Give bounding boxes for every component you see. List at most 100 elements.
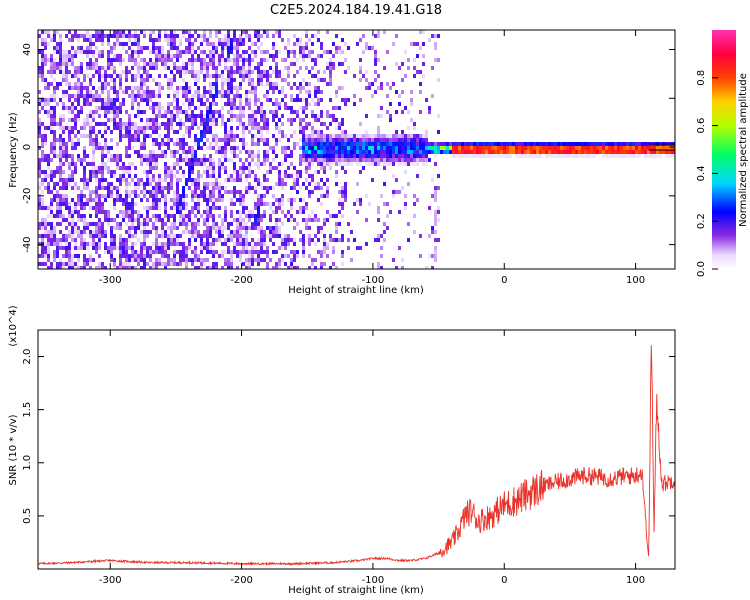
heatmap-cell xyxy=(257,194,260,198)
heatmap-cell xyxy=(158,102,161,106)
heatmap-cell xyxy=(179,198,182,202)
heatmap-cell xyxy=(317,158,320,162)
heatmap-cell xyxy=(230,174,233,178)
heatmap-cell xyxy=(158,206,161,210)
heatmap-cell xyxy=(257,62,260,66)
heatmap-cell xyxy=(239,218,242,222)
heatmap-cell xyxy=(425,266,428,269)
heatmap-cell xyxy=(158,54,161,58)
heatmap-cell xyxy=(473,146,476,150)
heatmap-cell xyxy=(56,214,59,218)
heatmap-cell xyxy=(197,218,200,222)
heatmap-cell xyxy=(86,30,89,34)
heatmap-cell xyxy=(143,230,146,234)
heatmap-cell xyxy=(305,46,308,50)
heatmap-cell xyxy=(221,254,224,258)
heatmap-cell xyxy=(371,46,374,50)
heatmap-cell xyxy=(230,74,233,78)
heatmap-cell xyxy=(176,122,179,126)
heatmap-cell xyxy=(173,150,176,154)
heatmap-cell xyxy=(137,110,140,114)
heatmap-cell xyxy=(68,134,71,138)
heatmap-cell xyxy=(269,166,272,170)
heatmap-cell xyxy=(257,202,260,206)
heatmap-cell xyxy=(287,174,290,178)
heatmap-cell xyxy=(86,62,89,66)
heatmap-cell xyxy=(164,186,167,190)
heatmap-cell xyxy=(311,190,314,194)
heatmap-cell xyxy=(206,66,209,70)
heatmap-cell xyxy=(62,70,65,74)
heatmap-cell xyxy=(143,246,146,250)
heatmap-cell xyxy=(248,130,251,134)
heatmap-cell xyxy=(179,74,182,78)
heatmap-cell xyxy=(290,98,293,102)
heatmap-cell xyxy=(275,138,278,142)
heatmap-cell xyxy=(74,54,77,58)
heatmap-cell xyxy=(437,186,440,190)
heatmap-cell xyxy=(137,150,140,154)
heatmap-cell xyxy=(92,230,95,234)
heatmap-cell xyxy=(401,162,404,166)
heatmap-cell xyxy=(272,210,275,214)
heatmap-cell xyxy=(170,58,173,62)
heatmap-cell xyxy=(302,98,305,102)
heatmap-cell xyxy=(164,202,167,206)
heatmap-cell xyxy=(62,266,65,269)
heatmap-cell xyxy=(116,122,119,126)
heatmap-cell xyxy=(146,102,149,106)
heatmap-cell xyxy=(200,162,203,166)
heatmap-cell xyxy=(464,142,467,146)
heatmap-cell xyxy=(617,154,620,158)
heatmap-cell xyxy=(50,114,53,118)
heatmap-cell xyxy=(278,182,281,186)
y-tick-label: -20 xyxy=(22,188,33,204)
heatmap-cell xyxy=(221,70,224,74)
heatmap-cell xyxy=(215,134,218,138)
heatmap-cell xyxy=(275,154,278,158)
heatmap-cell xyxy=(173,250,176,254)
heatmap-cell xyxy=(314,170,317,174)
heatmap-cell xyxy=(170,234,173,238)
heatmap-cell xyxy=(158,202,161,206)
heatmap-cell xyxy=(179,38,182,42)
heatmap-cell xyxy=(89,126,92,130)
heatmap-cell xyxy=(635,150,638,154)
heatmap-cell xyxy=(245,166,248,170)
heatmap-cell xyxy=(41,158,44,162)
heatmap-cell xyxy=(95,66,98,70)
heatmap-cell xyxy=(89,66,92,70)
heatmap-cell xyxy=(665,150,668,154)
heatmap-cell xyxy=(236,174,239,178)
heatmap-cell xyxy=(197,74,200,78)
heatmap-cell xyxy=(137,214,140,218)
heatmap-cell xyxy=(182,70,185,74)
heatmap-cell xyxy=(152,158,155,162)
heatmap-cell xyxy=(137,250,140,254)
heatmap-cell xyxy=(146,158,149,162)
heatmap-cell xyxy=(377,262,380,266)
heatmap-cell xyxy=(173,238,176,242)
heatmap-cell xyxy=(146,234,149,238)
heatmap-cell xyxy=(83,98,86,102)
heatmap-cell xyxy=(260,238,263,242)
heatmap-cell xyxy=(161,114,164,118)
heatmap-cell xyxy=(422,42,425,46)
heatmap-cell xyxy=(98,142,101,146)
heatmap-cell xyxy=(374,142,377,146)
heatmap-cell xyxy=(248,82,251,86)
heatmap-cell xyxy=(152,214,155,218)
heatmap-cell xyxy=(95,134,98,138)
heatmap-cell xyxy=(110,238,113,242)
heatmap-cell xyxy=(176,170,179,174)
heatmap-cell xyxy=(356,150,359,154)
heatmap-cell xyxy=(86,226,89,230)
heatmap-cell xyxy=(71,130,74,134)
heatmap-cell xyxy=(509,154,512,158)
heatmap-cell xyxy=(278,226,281,230)
heatmap-cell xyxy=(224,78,227,82)
heatmap-cell xyxy=(353,154,356,158)
heatmap-cell xyxy=(425,98,428,102)
heatmap-cell xyxy=(56,42,59,46)
heatmap-cell xyxy=(38,262,41,266)
